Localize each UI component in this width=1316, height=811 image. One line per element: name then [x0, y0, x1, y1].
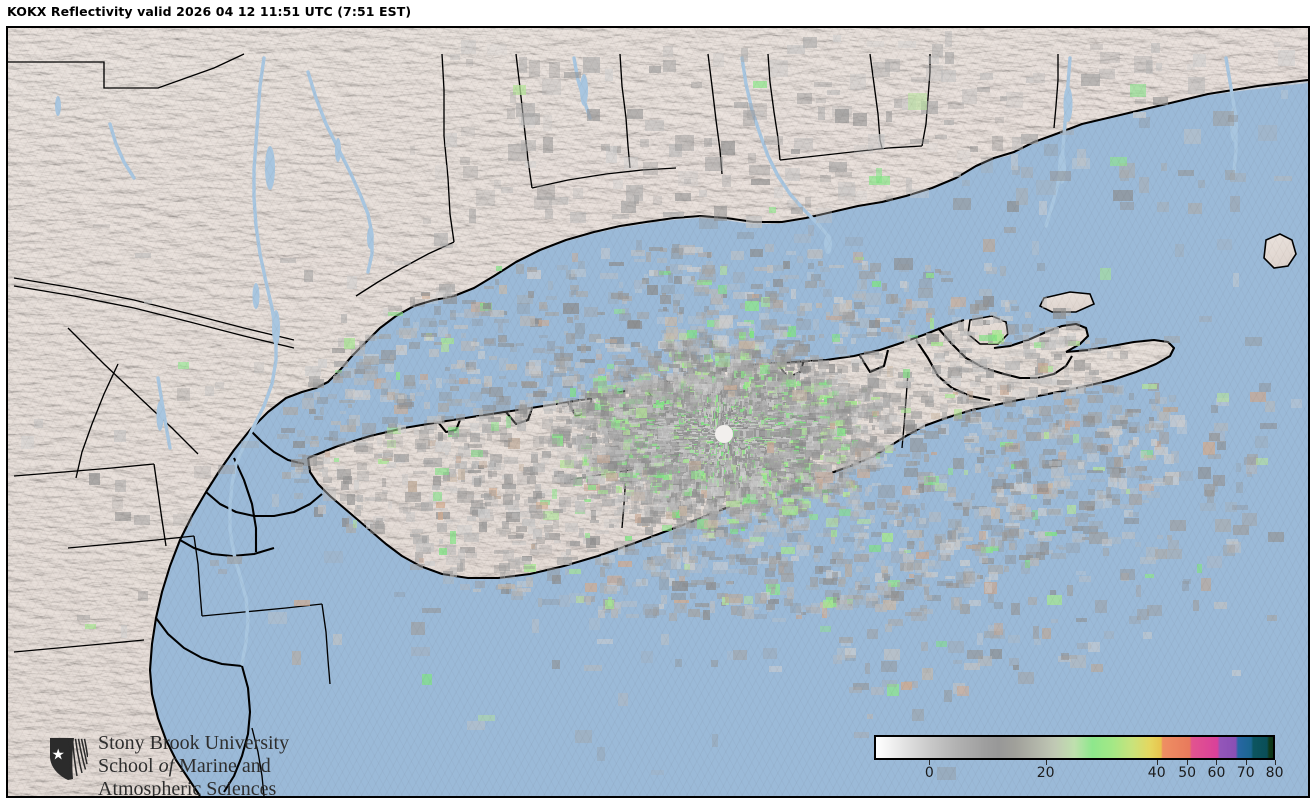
echo-pixel [607, 363, 615, 370]
echo-pixel [873, 459, 877, 463]
echo-pixel [811, 481, 816, 487]
echo-pixel [868, 453, 876, 458]
echo-pixel [844, 456, 850, 462]
echo-pixel [828, 484, 833, 489]
echo-pixel [825, 481, 830, 491]
echo-pixel [592, 433, 597, 438]
echo-pixel [706, 500, 711, 506]
echo-pixel [845, 452, 856, 461]
echo-pixel [800, 449, 812, 458]
echo-pixel [629, 366, 638, 371]
echo-pixel [822, 436, 832, 441]
echo-pixel [866, 462, 875, 470]
admin-boundaries [8, 53, 1059, 796]
echo-pixel [832, 472, 839, 482]
echo-pixel [662, 524, 672, 532]
echo-pixel [835, 452, 843, 457]
echo-pixel [859, 455, 870, 463]
echo-pixel [834, 456, 847, 462]
echo-pixel [869, 447, 878, 452]
echo-pixel [578, 459, 584, 466]
echo-pixel [809, 437, 820, 442]
echo-pixel [857, 485, 862, 492]
echo-pixel [830, 485, 836, 493]
echo-pixel [892, 447, 897, 451]
echo-pixel [839, 437, 846, 443]
echo-pixel [847, 487, 853, 494]
echo-pixel [852, 485, 856, 492]
lakes [55, 74, 1238, 431]
echo-pixel [876, 453, 881, 460]
echo-pixel [805, 454, 809, 461]
reflectivity-echo-layer [8, 28, 1308, 796]
echo-pixel [863, 442, 875, 448]
echo-pixel [846, 494, 850, 499]
echo-pixel [870, 463, 877, 470]
echo-pixel [809, 513, 818, 520]
echo-pixel [827, 447, 832, 452]
echo-pixel [876, 459, 882, 464]
echo-pixel [835, 454, 847, 463]
echo-pixel [841, 460, 848, 465]
echo-pixel [852, 488, 862, 492]
echo-pixel [820, 454, 825, 460]
echo-pixel [834, 481, 842, 489]
echo-pixel [872, 465, 884, 470]
echo-pixel [840, 480, 845, 487]
echo-pixel [842, 456, 847, 463]
echo-pixel [843, 439, 853, 443]
echo-pixel [811, 451, 820, 460]
echo-pixel [809, 475, 819, 483]
echo-pixel [847, 487, 860, 496]
echo-pixel [838, 485, 850, 490]
echo-pixel [844, 441, 852, 446]
map-canvas[interactable]: 0 20 40 50 60 70 80 [8, 28, 1308, 796]
echo-pixel [884, 454, 888, 461]
echo-pixel [834, 488, 843, 495]
echo-pixel [872, 443, 884, 449]
echo-pixel [825, 449, 829, 456]
page-title: KOKX Reflectivity valid 2026 04 12 11:51… [7, 4, 412, 19]
map-frame: 0 20 40 50 60 70 80 [6, 26, 1310, 798]
echo-pixel [842, 491, 850, 497]
echo-pixel [845, 459, 851, 468]
echo-pixel [614, 509, 623, 517]
echo-pixel [807, 437, 813, 444]
echo-pixel [865, 456, 873, 463]
echo-pixel [865, 487, 869, 496]
echo-pixel [849, 460, 858, 464]
